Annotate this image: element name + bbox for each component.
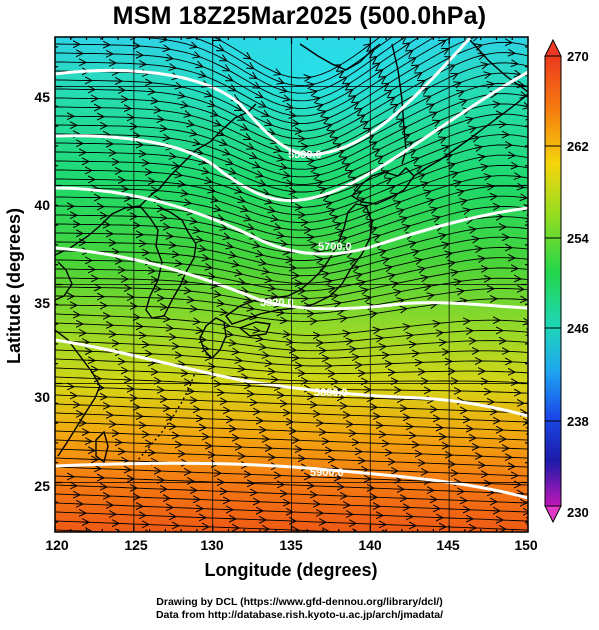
streamline-arrow: [196, 330, 202, 331]
streamline-arrow: [283, 334, 289, 335]
credits: Drawing by DCL (https://www.gfd-dennou.o…: [0, 596, 599, 622]
colorbar-scale: [545, 56, 561, 506]
y-tick-label: 40: [34, 197, 50, 213]
streamline-arrow: [277, 312, 283, 313]
streamline-arrow: [430, 17, 436, 21]
streamline-arrow: [406, 335, 412, 336]
streamline-arrow: [154, 20, 160, 21]
streamline-arrow: [394, 22, 400, 26]
streamline-arrow: [466, 18, 472, 20]
colorbar-top-triangle: [545, 40, 561, 56]
x-tick-label: 130: [200, 537, 224, 553]
y-tick-label: 25: [34, 478, 50, 494]
streamline-arrow: [184, 26, 190, 28]
streamline-arrow: [526, 15, 532, 17]
colorbar-label: 238: [567, 414, 589, 429]
y-tick-labels: 25 30 35 40 45: [34, 89, 50, 494]
streamline-arrow: [172, 254, 178, 255]
colorbar: 270 262 254 246 238 230: [545, 40, 589, 522]
contour-label: 5820.0: [260, 297, 294, 309]
streamline-arrow: [343, 333, 349, 334]
streamline-arrow: [175, 263, 181, 264]
streamline-arrow: [523, 4, 529, 6]
streamline-arrow: [427, 9, 433, 13]
x-axis-label: Longitude (degrees): [204, 560, 377, 580]
contour-label: 5900.0: [310, 467, 344, 479]
x-tick-labels: 120 125 130 135 140 145 150: [45, 537, 538, 553]
credits-line-1: Drawing by DCL (https://www.gfd-dennou.o…: [0, 596, 599, 609]
y-tick-label: 35: [34, 295, 50, 311]
streamline-arrow: [478, 258, 484, 259]
streamline-arrow: [157, 119, 163, 120]
streamline-arrow: [292, 123, 298, 124]
contour-label: 5700.0: [318, 241, 352, 253]
streamline-arrow: [238, 369, 244, 370]
x-tick-label: 140: [358, 537, 382, 553]
streamline-arrow: [187, 300, 193, 301]
streamline-arrow: [151, 101, 157, 102]
y-axis-label: Latitude (degrees): [4, 208, 24, 364]
y-tick-label: 45: [34, 89, 50, 105]
streamline-arrow: [157, 30, 163, 31]
contour-label: 5880.0: [314, 387, 348, 399]
colorbar-label: 270: [567, 49, 589, 64]
streamline-arrow: [154, 110, 160, 111]
streamline-arrow: [460, 301, 466, 302]
streamline-arrow: [205, 357, 211, 358]
streamline-arrow: [463, 9, 469, 12]
streamline-arrow: [508, 53, 514, 54]
colorbar-bottom-triangle: [545, 506, 561, 522]
streamline-arrow: [376, 338, 382, 339]
x-tick-label: 120: [45, 537, 69, 553]
streamline-arrow: [184, 291, 190, 292]
streamline-arrow: [424, 2, 430, 6]
contour-label: 5580.0: [288, 149, 322, 161]
streamline-arrow: [514, 176, 520, 177]
streamline-arrow: [436, 33, 442, 36]
x-tick-label: 135: [279, 537, 303, 553]
x-tick-label: 125: [124, 537, 148, 553]
colorbar-label: 262: [567, 139, 589, 154]
streamline-arrow: [265, 363, 271, 364]
x-tick-label: 150: [514, 537, 538, 553]
credits-line-2: Data from http://database.rish.kyoto-u.a…: [0, 609, 599, 622]
streamline-arrow: [190, 309, 196, 310]
streamline-arrow: [460, 0, 466, 3]
streamline-arrow: [526, 332, 532, 333]
colorbar-label: 230: [567, 505, 589, 520]
y-tick-label: 30: [34, 389, 50, 405]
streamline-arrow: [487, 186, 493, 187]
streamline-arrow: [469, 27, 475, 29]
streamline-arrow: [493, 1, 499, 2]
colorbar-label: 246: [567, 321, 589, 336]
x-tick-label: 145: [436, 537, 460, 553]
colorbar-label: 254: [567, 231, 589, 246]
streamline-arrow: [346, 341, 352, 342]
streamline-arrow: [310, 244, 316, 245]
streamline-arrow: [235, 360, 241, 361]
streamline-arrow: [433, 25, 439, 29]
streamline-arrow: [397, 29, 403, 33]
streamline-arrow: [511, 166, 517, 167]
streamline-arrow: [160, 128, 166, 129]
streamline-arrow: [433, 323, 439, 324]
